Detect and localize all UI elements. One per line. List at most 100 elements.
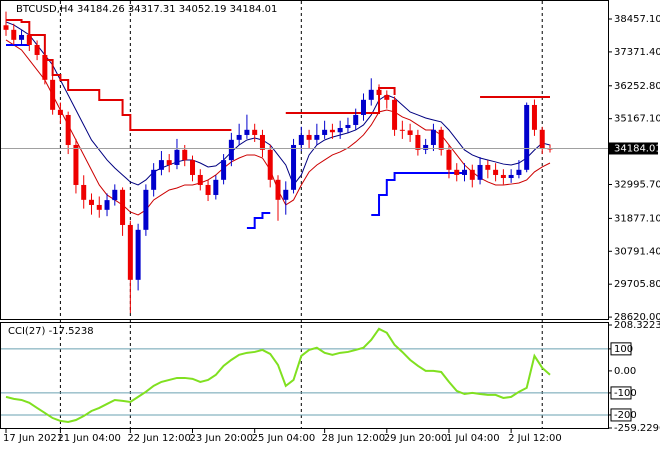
y-tick-label: -100 (614, 388, 637, 399)
candle-body (516, 169, 522, 175)
y-tick-label: 37371.40 (614, 47, 660, 58)
y-tick-label: 100 (614, 344, 633, 355)
candle-body (19, 34, 25, 40)
x-tick-label: 29 Jun 20:00 (384, 433, 448, 444)
candle-body (399, 129, 405, 131)
candle-body (430, 129, 436, 145)
candle-body (384, 94, 390, 100)
candle-body (531, 104, 537, 130)
y-tick-label: 38457.10 (614, 14, 660, 25)
candle-body (283, 189, 289, 200)
candle-body (485, 164, 491, 170)
y-tick-label: 208.3223 (614, 320, 660, 331)
indicator-title: CCI(27) -17.5238 (8, 326, 94, 337)
x-tick-label: 1 Jul 04:00 (446, 433, 500, 444)
candle-body (360, 99, 366, 115)
candle-body (166, 160, 172, 165)
x-tick-label: 2 Jul 12:00 (508, 433, 562, 444)
candle-body (112, 189, 118, 201)
candle-body (57, 109, 63, 115)
candle-body (329, 129, 335, 133)
candle-body (477, 164, 483, 180)
candle-body (252, 129, 258, 135)
chart-title: BTCUSD,H4 34184.26 34317.31 34052.19 341… (16, 4, 277, 15)
candle-body (81, 184, 87, 200)
x-tick-label: 25 Jun 04:00 (252, 433, 316, 444)
candle-body (120, 189, 126, 225)
candle-body (73, 144, 79, 185)
candle-body (438, 129, 444, 150)
y-tick-label: 35167.10 (614, 114, 660, 125)
current-price-label: 34184.01 (614, 143, 660, 154)
candle-body (539, 129, 545, 149)
candle-body (26, 34, 32, 45)
candle-body (3, 25, 9, 30)
candle-body (42, 54, 48, 80)
candle-body (508, 174, 514, 178)
candle-body (306, 134, 312, 140)
y-tick-label: 0.00 (614, 366, 636, 377)
candle-body (259, 134, 265, 150)
y-tick-label: -259.2296 (614, 423, 660, 434)
moving-average (5, 21, 551, 186)
price-panel (0, 0, 609, 320)
x-tick-label: 28 Jun 12:00 (322, 433, 386, 444)
y-tick-label: 28620.00 (614, 312, 660, 323)
x-tick-label: 22 Jun 12:00 (127, 433, 191, 444)
candle-body (267, 149, 273, 180)
candle-body (213, 179, 219, 195)
candle-body (493, 169, 499, 175)
y-tick-label: 36252.80 (614, 81, 660, 92)
candle-body (524, 104, 530, 170)
candle-body (96, 204, 102, 210)
x-tick-label: 17 Jun 2021 (3, 433, 63, 444)
candle-body (322, 129, 328, 135)
y-tick-label: 31877.10 (614, 213, 660, 224)
candle-body (50, 79, 56, 110)
candle-body (228, 139, 234, 161)
candle-body (182, 149, 188, 161)
candle-body (158, 160, 164, 170)
candle-body (454, 169, 460, 175)
candle-body (368, 89, 374, 100)
candle-body (446, 149, 452, 170)
candle-body (314, 134, 320, 140)
candle-body (353, 114, 359, 125)
candle-body (291, 144, 297, 190)
candle-body (423, 144, 429, 150)
candle-body (298, 134, 304, 145)
candle-body (462, 169, 468, 175)
candle-body (275, 179, 281, 200)
candle-body (469, 169, 475, 180)
candle-body (392, 99, 398, 130)
candle-body (407, 130, 413, 135)
candle-body (104, 200, 110, 210)
y-tick-label: 30791.40 (614, 246, 660, 257)
candle-body (151, 169, 157, 190)
candle-body (500, 174, 506, 178)
candle-body (345, 124, 351, 128)
candle-body (65, 114, 71, 145)
candle-body (244, 129, 250, 135)
channel-line (6, 18, 550, 131)
x-tick-label: 23 Jun 20:00 (190, 433, 254, 444)
candle-body (88, 199, 94, 205)
candle-body (236, 134, 242, 140)
candle-body (143, 189, 149, 230)
candle-body (415, 134, 421, 150)
level-label-box (610, 386, 632, 400)
candle-body (197, 174, 203, 185)
cci-panel (0, 322, 609, 429)
candle-body (127, 224, 133, 280)
level-label-box (610, 342, 632, 356)
candle-body (337, 128, 343, 133)
y-tick-label: 29705.80 (614, 279, 660, 290)
candle-body (135, 229, 141, 280)
candle-body (190, 160, 196, 175)
level-label-box (610, 408, 632, 422)
y-tick-label: 32995.70 (614, 179, 660, 190)
y-tick-label: -200 (614, 410, 637, 421)
